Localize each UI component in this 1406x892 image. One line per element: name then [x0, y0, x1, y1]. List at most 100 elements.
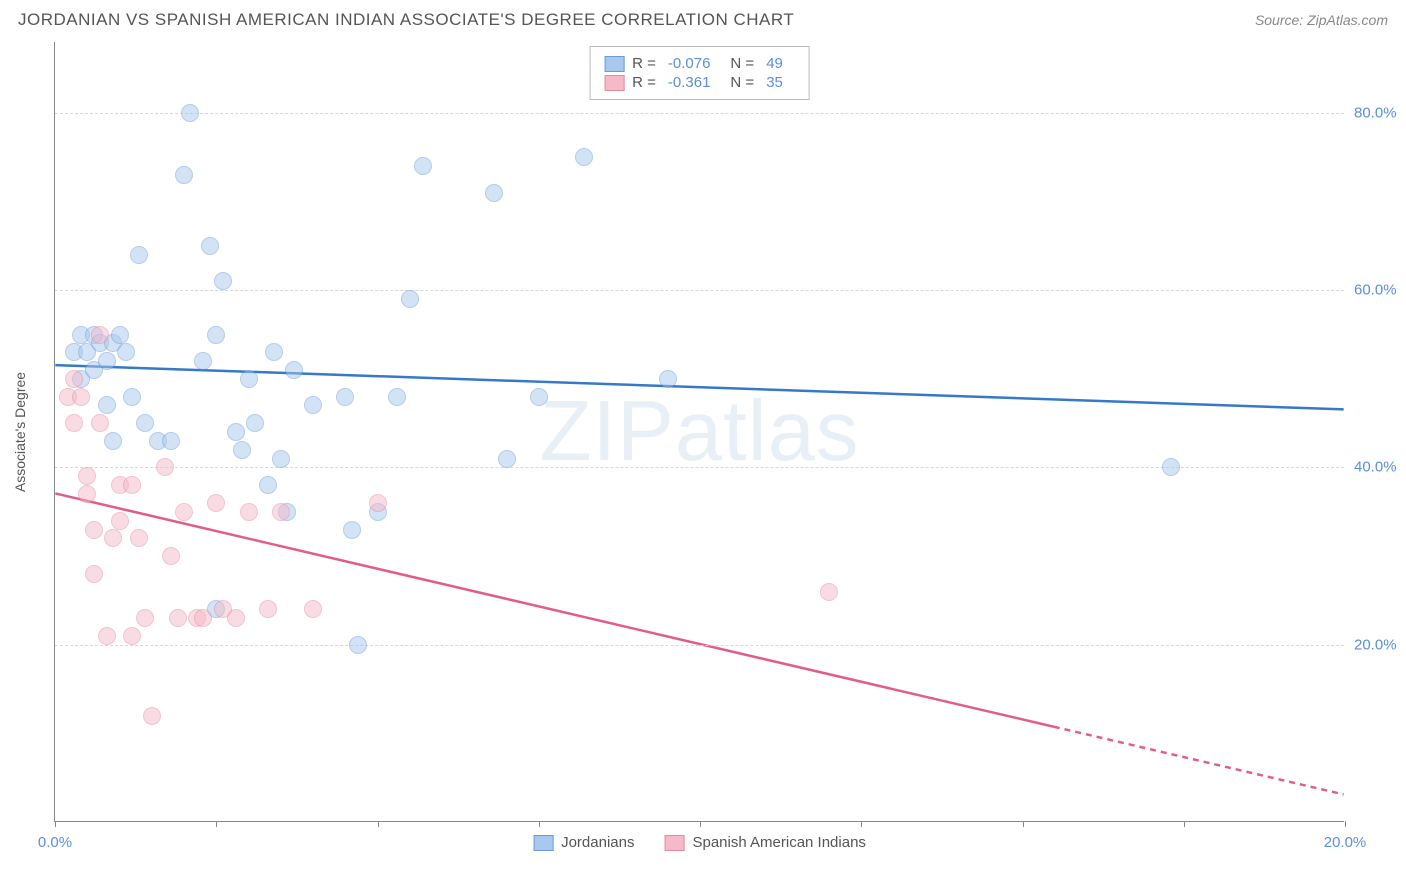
x-tick	[700, 821, 701, 827]
data-point	[575, 148, 593, 166]
legend-row-spanish: R = -0.361 N = 35	[604, 74, 795, 91]
data-point	[207, 494, 225, 512]
x-tick	[861, 821, 862, 827]
data-point	[181, 104, 199, 122]
data-point	[530, 388, 548, 406]
y-axis-label: Associate's Degree	[12, 371, 28, 491]
watermark: ZIPatlas	[540, 383, 860, 481]
data-point	[117, 343, 135, 361]
data-point	[259, 600, 277, 618]
data-point	[233, 441, 251, 459]
data-point	[272, 450, 290, 468]
r-value: -0.076	[668, 55, 711, 72]
chart-header: JORDANIAN VS SPANISH AMERICAN INDIAN ASS…	[0, 0, 1406, 36]
r-value: -0.361	[668, 74, 711, 91]
chart-title: JORDANIAN VS SPANISH AMERICAN INDIAN ASS…	[18, 10, 794, 30]
x-tick	[216, 821, 217, 827]
data-point	[194, 352, 212, 370]
data-point	[85, 521, 103, 539]
x-tick	[55, 821, 56, 827]
gridline-h	[55, 467, 1344, 468]
data-point	[272, 503, 290, 521]
data-point	[169, 609, 187, 627]
data-point	[111, 326, 129, 344]
data-point	[65, 370, 83, 388]
data-point	[123, 388, 141, 406]
legend-row-jordanians: R = -0.076 N = 49	[604, 55, 795, 72]
data-point	[304, 600, 322, 618]
gridline-h	[55, 290, 1344, 291]
data-point	[485, 184, 503, 202]
data-point	[240, 370, 258, 388]
x-tick-label: 20.0%	[1324, 834, 1367, 851]
data-point	[498, 450, 516, 468]
source-label: Source:	[1255, 12, 1307, 28]
data-point	[388, 388, 406, 406]
data-point	[123, 627, 141, 645]
n-value: 35	[766, 74, 783, 91]
data-point	[265, 343, 283, 361]
r-label: R =	[632, 74, 656, 91]
data-point	[143, 707, 161, 725]
data-point	[104, 529, 122, 547]
legend-item-jordanians: Jordanians	[533, 834, 634, 851]
data-point	[401, 290, 419, 308]
x-tick-label: 0.0%	[38, 834, 72, 851]
y-tick-label: 20.0%	[1354, 636, 1404, 653]
data-point	[85, 565, 103, 583]
data-point	[175, 166, 193, 184]
data-point	[136, 414, 154, 432]
x-tick	[1184, 821, 1185, 827]
data-point	[285, 361, 303, 379]
data-point	[659, 370, 677, 388]
legend-label: Spanish American Indians	[692, 834, 865, 851]
data-point	[175, 503, 193, 521]
source-value: ZipAtlas.com	[1307, 12, 1388, 28]
data-point	[162, 432, 180, 450]
n-label: N =	[730, 74, 754, 91]
data-point	[123, 476, 141, 494]
data-point	[78, 485, 96, 503]
gridline-h	[55, 113, 1344, 114]
data-point	[414, 157, 432, 175]
scatter-chart: Associate's Degree ZIPatlas R = -0.076 N…	[54, 42, 1344, 822]
x-tick	[539, 821, 540, 827]
data-point	[65, 414, 83, 432]
data-point	[91, 414, 109, 432]
data-point	[104, 432, 122, 450]
r-label: R =	[632, 55, 656, 72]
data-point	[227, 423, 245, 441]
series-legend: Jordanians Spanish American Indians	[533, 834, 866, 851]
data-point	[207, 326, 225, 344]
data-point	[98, 627, 116, 645]
x-tick	[1023, 821, 1024, 827]
chart-source: Source: ZipAtlas.com	[1255, 12, 1388, 28]
watermark-zip: ZIP	[540, 384, 675, 479]
n-label: N =	[730, 55, 754, 72]
data-point	[78, 467, 96, 485]
correlation-legend: R = -0.076 N = 49 R = -0.361 N = 35	[589, 46, 810, 100]
data-point	[136, 609, 154, 627]
data-point	[98, 352, 116, 370]
swatch-jordanians	[533, 835, 553, 851]
data-point	[259, 476, 277, 494]
data-point	[201, 237, 219, 255]
legend-item-spanish: Spanish American Indians	[664, 834, 865, 851]
data-point	[98, 396, 116, 414]
data-point	[304, 396, 322, 414]
swatch-jordanians	[604, 56, 624, 72]
data-point	[111, 512, 129, 530]
data-point	[214, 272, 232, 290]
y-tick-label: 60.0%	[1354, 282, 1404, 299]
data-point	[72, 388, 90, 406]
data-point	[227, 609, 245, 627]
data-point	[1162, 458, 1180, 476]
data-point	[246, 414, 264, 432]
data-point	[156, 458, 174, 476]
data-point	[336, 388, 354, 406]
x-tick	[1345, 821, 1346, 827]
data-point	[343, 521, 361, 539]
y-tick-label: 80.0%	[1354, 104, 1404, 121]
trend-lines	[55, 42, 1344, 821]
data-point	[820, 583, 838, 601]
